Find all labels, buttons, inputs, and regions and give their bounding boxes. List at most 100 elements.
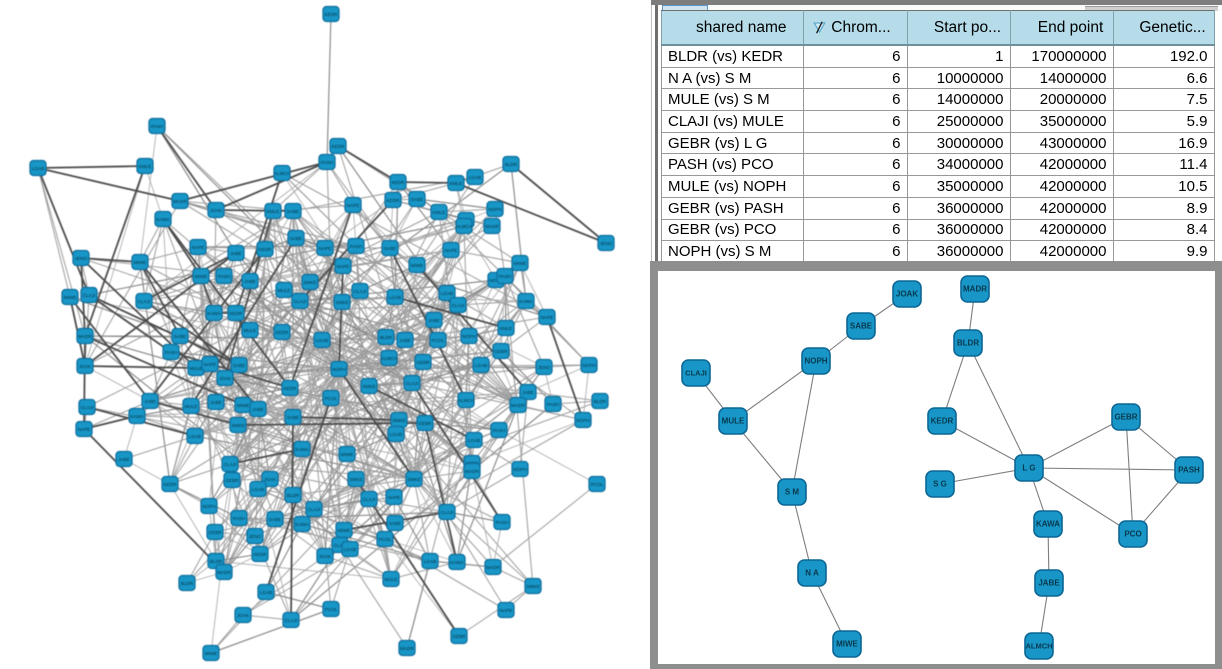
svg-text:KEDR: KEDR [276, 330, 289, 335]
svg-text:KEDR: KEDR [254, 552, 267, 557]
svg-text:GEBR: GEBR [452, 634, 466, 639]
svg-text:MIWE: MIWE [836, 640, 858, 649]
svg-text:MADR: MADR [400, 646, 414, 651]
svg-text:BLDR: BLDR [594, 399, 607, 404]
svg-text:KAWA: KAWA [450, 560, 464, 565]
svg-text:PCOL: PCOL [591, 482, 604, 487]
svg-text:KAWA: KAWA [156, 217, 170, 222]
svg-text:JABE: JABE [144, 399, 156, 404]
svg-text:KEDR: KEDR [332, 144, 345, 149]
svg-text:SMKE: SMKE [335, 300, 348, 305]
svg-text:GEBR: GEBR [494, 349, 508, 354]
svg-text:LGAB: LGAB [189, 434, 201, 439]
svg-text:BLDR: BLDR [210, 559, 223, 564]
svg-text:KMLE: KMLE [267, 209, 280, 214]
svg-text:JABE: JABE [428, 318, 440, 323]
svg-text:CLAJI: CLAJI [224, 462, 237, 467]
svg-text:GEBR: GEBR [208, 530, 222, 535]
svg-text:SMKE: SMKE [362, 384, 375, 389]
svg-text:PCOL: PCOL [325, 396, 338, 401]
svg-text:KEDR: KEDR [230, 311, 243, 316]
svg-text:JENO: JENO [600, 241, 613, 246]
svg-text:ALMCH: ALMCH [274, 171, 290, 176]
svg-text:GEBR: GEBR [418, 421, 432, 426]
svg-text:MIWE: MIWE [514, 261, 527, 266]
svg-text:S M: S M [785, 488, 800, 497]
svg-text:JOAK: JOAK [237, 613, 250, 618]
svg-text:KAWA: KAWA [1036, 520, 1060, 529]
svg-text:PASH: PASH [350, 244, 362, 249]
svg-text:PASH: PASH [151, 124, 163, 129]
svg-text:SMKE: SMKE [526, 584, 539, 589]
svg-text:KAWA: KAWA [295, 522, 309, 527]
svg-text:LGAB: LGAB [475, 363, 487, 368]
svg-text:MIWE: MIWE [134, 260, 147, 265]
svg-text:MADR: MADR [465, 469, 479, 474]
svg-text:LGAB: LGAB [468, 438, 480, 443]
svg-text:CLAJI: CLAJI [83, 293, 96, 298]
svg-text:KAWA: KAWA [207, 311, 221, 316]
svg-text:MADR: MADR [963, 285, 987, 294]
svg-text:CLAJI: CLAJI [138, 299, 151, 304]
svg-text:SABE: SABE [287, 209, 299, 214]
svg-text:SABE: SABE [411, 197, 423, 202]
svg-text:JABE: JABE [522, 390, 534, 395]
svg-text:CLAJI: CLAJI [294, 299, 307, 304]
svg-text:KMLE: KMLE [450, 181, 463, 186]
svg-text:MADR: MADR [173, 199, 187, 204]
svg-text:PASH: PASH [1178, 466, 1200, 475]
svg-text:GEBR: GEBR [416, 360, 430, 365]
svg-text:SABE: SABE [850, 322, 873, 331]
svg-text:NOPH: NOPH [488, 207, 501, 212]
svg-text:ALMCH: ALMCH [381, 356, 397, 361]
svg-text:NOPH: NOPH [513, 467, 526, 472]
svg-text:NOPH: NOPH [582, 363, 595, 368]
svg-text:PASH: PASH [499, 274, 511, 279]
svg-text:NAPE: NAPE [388, 495, 401, 500]
svg-text:PASH: PASH [233, 516, 245, 521]
svg-text:MADR: MADR [485, 224, 499, 229]
svg-text:JOAK: JOAK [896, 290, 918, 299]
svg-text:BLDR: BLDR [380, 335, 393, 340]
svg-text:NAPE: NAPE [192, 245, 205, 250]
svg-text:MULE: MULE [385, 577, 398, 582]
svg-text:JABE: JABE [244, 279, 256, 284]
svg-text:LGAB: LGAB [424, 559, 436, 564]
svg-text:SABE: SABE [287, 415, 299, 420]
svg-text:PCOL: PCOL [325, 607, 338, 612]
svg-text:ALMCH: ALMCH [1025, 642, 1052, 651]
svg-text:MULE: MULE [244, 328, 257, 333]
svg-text:KEDR: KEDR [387, 198, 400, 203]
svg-text:JABE: JABE [252, 407, 264, 412]
svg-text:JABE: JABE [1038, 579, 1060, 588]
svg-text:SABE: SABE [384, 246, 396, 251]
svg-text:GEBR: GEBR [225, 478, 239, 483]
svg-text:LGAB: LGAB [252, 487, 264, 492]
svg-text:LGAB: LGAB [441, 291, 453, 296]
svg-text:GEBR: GEBR [1114, 413, 1137, 422]
svg-text:NAPE: NAPE [319, 246, 332, 251]
svg-text:CLAJI: CLAJI [363, 497, 376, 502]
svg-text:JOAK: JOAK [319, 554, 332, 559]
svg-text:NOPH: NOPH [489, 278, 502, 283]
svg-text:CLAJI: CLAJI [441, 510, 454, 515]
svg-text:NAPE: NAPE [204, 362, 217, 367]
svg-text:NAPE: NAPE [78, 427, 91, 432]
svg-text:LGAB: LGAB [344, 547, 356, 552]
svg-text:KEDR: KEDR [931, 417, 954, 426]
svg-text:MADR: MADR [217, 570, 231, 575]
svg-text:SABE: SABE [269, 517, 281, 522]
svg-text:JOAK: JOAK [79, 364, 92, 369]
svg-text:SMKE: SMKE [392, 418, 405, 423]
svg-text:LGAB: LGAB [260, 590, 272, 595]
svg-text:KMLE: KMLE [500, 326, 513, 331]
svg-text:JOAK: JOAK [219, 376, 232, 381]
svg-text:KAWA: KAWA [519, 299, 533, 304]
svg-text:MIWE: MIWE [237, 403, 250, 408]
svg-text:CLAJI: CLAJI [354, 289, 367, 294]
svg-text:PCO: PCO [1124, 530, 1141, 539]
svg-text:ALMCH: ALMCH [456, 224, 472, 229]
svg-text:ALMCH: ALMCH [458, 398, 474, 403]
svg-text:NOPH: NOPH [202, 504, 215, 509]
svg-text:CLAJI: CLAJI [308, 507, 321, 512]
